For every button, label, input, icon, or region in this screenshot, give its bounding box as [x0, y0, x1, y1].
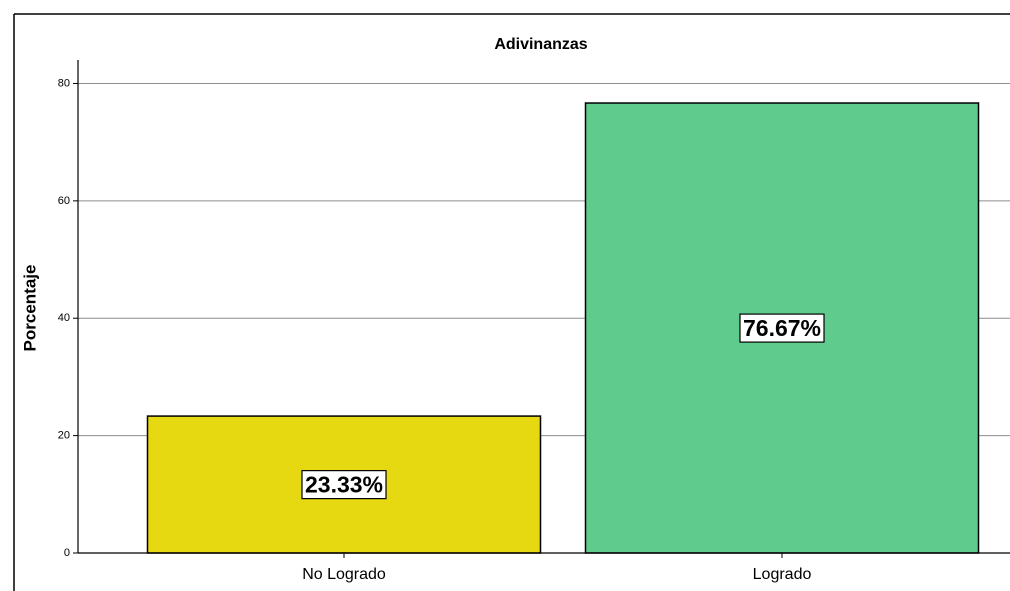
- y-tick-label: 80: [58, 77, 70, 89]
- value-label-box: [301, 470, 387, 500]
- value-label-box: [739, 313, 825, 343]
- x-tick-label: Logrado: [753, 566, 812, 583]
- y-tick-label: 0: [64, 547, 70, 559]
- y-tick-label: 20: [58, 430, 70, 442]
- y-tick-label: 40: [58, 312, 70, 324]
- x-tick-label: No Logrado: [302, 566, 386, 583]
- value-label: 76.67%: [743, 315, 821, 341]
- y-tick-label: 60: [58, 195, 70, 207]
- chart-title: Adivinanzas: [494, 36, 587, 53]
- y-axis-label: Porcentaje: [20, 265, 39, 352]
- value-label: 23.33%: [305, 472, 383, 498]
